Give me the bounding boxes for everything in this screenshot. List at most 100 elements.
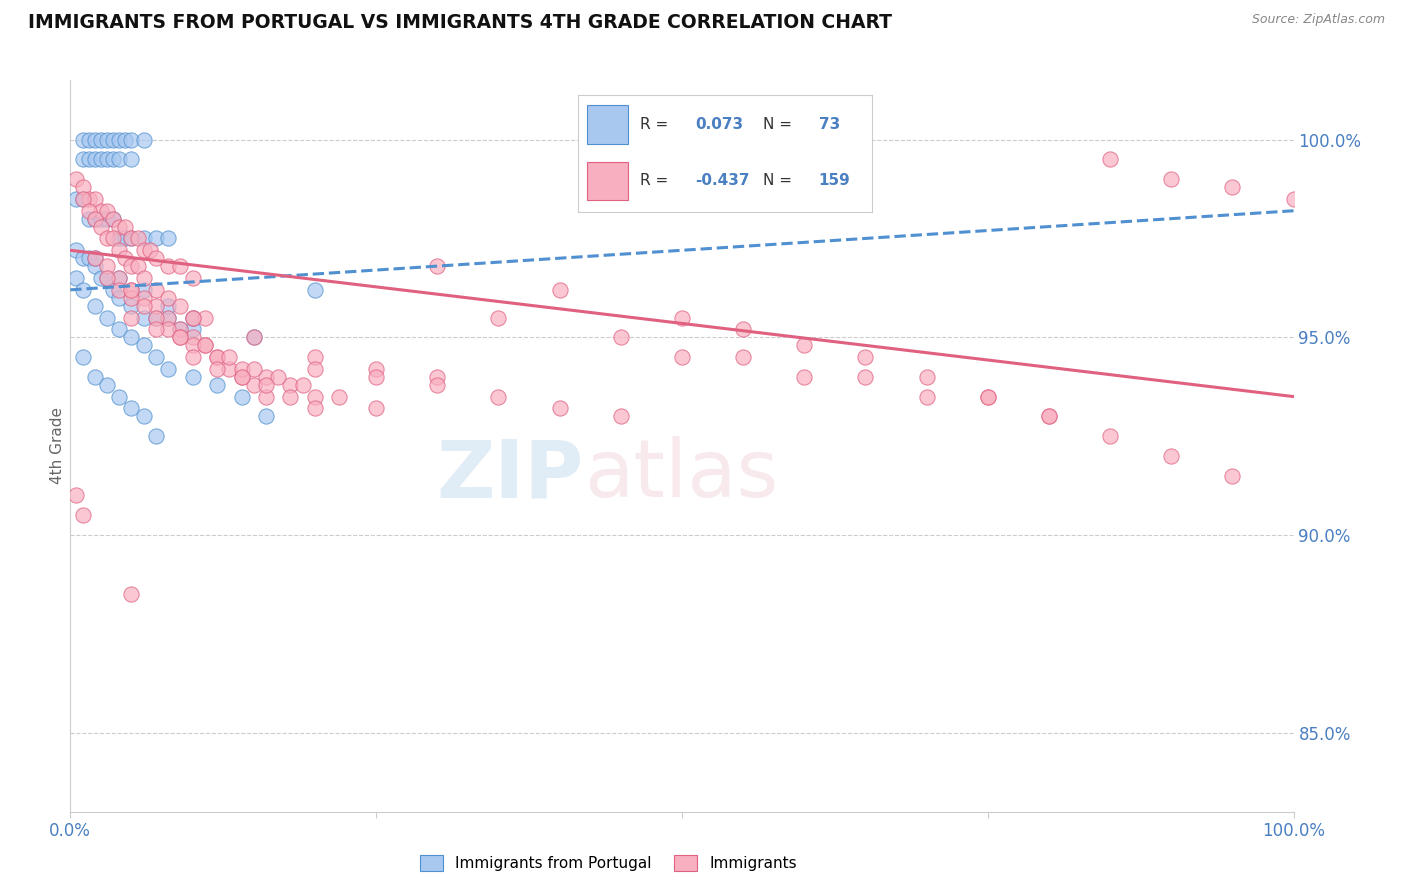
Point	[121, 291, 143, 305]
Point	[205, 350, 228, 364]
Point	[181, 369, 204, 384]
Point	[548, 283, 571, 297]
Point	[121, 231, 143, 245]
Point	[181, 350, 204, 364]
Point	[90, 219, 112, 234]
Point	[90, 203, 112, 218]
Point	[101, 283, 124, 297]
Point	[72, 132, 94, 146]
Point	[108, 390, 131, 404]
Point	[83, 251, 105, 265]
Point	[426, 377, 449, 392]
Point	[121, 401, 143, 416]
Point	[121, 132, 143, 146]
Point	[96, 310, 118, 325]
Point	[108, 283, 131, 297]
Point	[132, 283, 155, 297]
Point	[157, 299, 180, 313]
Point	[72, 153, 94, 167]
Point	[304, 401, 326, 416]
Point	[915, 369, 938, 384]
Text: ZIP: ZIP	[437, 436, 583, 515]
Point	[96, 132, 118, 146]
FancyBboxPatch shape	[586, 161, 628, 200]
Point	[157, 362, 180, 376]
Point	[127, 259, 149, 273]
Point	[157, 310, 180, 325]
FancyBboxPatch shape	[586, 105, 628, 145]
Point	[231, 369, 253, 384]
Point	[132, 291, 155, 305]
Point	[145, 429, 167, 443]
Point	[254, 409, 277, 424]
Point	[254, 369, 277, 384]
Text: atlas: atlas	[583, 436, 779, 515]
Point	[610, 330, 633, 344]
Point	[101, 211, 124, 226]
Point	[977, 390, 1000, 404]
Point	[205, 362, 228, 376]
Point	[77, 192, 100, 206]
Point	[96, 231, 118, 245]
Point	[90, 211, 112, 226]
Point	[243, 377, 266, 392]
Point	[157, 310, 180, 325]
Point	[194, 310, 217, 325]
Point	[1160, 449, 1182, 463]
Point	[366, 401, 388, 416]
Point	[426, 369, 449, 384]
Point	[157, 322, 180, 336]
Point	[108, 231, 131, 245]
Point	[267, 369, 290, 384]
Point	[671, 350, 693, 364]
Point	[96, 377, 118, 392]
Point	[1099, 429, 1122, 443]
Point	[83, 153, 105, 167]
Point	[101, 153, 124, 167]
Text: 73: 73	[818, 117, 839, 132]
Point	[108, 322, 131, 336]
Point	[83, 251, 105, 265]
Point	[132, 244, 155, 258]
Point	[96, 153, 118, 167]
Point	[132, 310, 155, 325]
Point	[96, 271, 118, 285]
Point	[121, 283, 143, 297]
Point	[101, 132, 124, 146]
Point	[977, 390, 1000, 404]
Point	[108, 132, 131, 146]
Point	[366, 362, 388, 376]
Point	[145, 283, 167, 297]
Point	[72, 283, 94, 297]
Point	[793, 338, 815, 352]
Legend: Immigrants from Portugal, Immigrants: Immigrants from Portugal, Immigrants	[413, 849, 803, 877]
Point	[488, 390, 510, 404]
Point	[132, 231, 155, 245]
Point	[121, 153, 143, 167]
Point	[121, 330, 143, 344]
Point	[366, 369, 388, 384]
Point	[181, 310, 204, 325]
Point	[114, 251, 136, 265]
Point	[83, 369, 105, 384]
Point	[231, 362, 253, 376]
Point	[83, 259, 105, 273]
Point	[218, 350, 240, 364]
Point	[1038, 409, 1060, 424]
Point	[65, 488, 87, 502]
Point	[671, 310, 693, 325]
Point	[108, 271, 131, 285]
Point	[145, 251, 167, 265]
Point	[77, 203, 100, 218]
Text: N =: N =	[763, 173, 792, 188]
Point	[108, 219, 131, 234]
Point	[231, 369, 253, 384]
Point	[254, 390, 277, 404]
Point	[72, 192, 94, 206]
Point	[72, 192, 94, 206]
Point	[304, 390, 326, 404]
Point	[96, 211, 118, 226]
Point	[132, 271, 155, 285]
Point	[855, 350, 877, 364]
Point	[83, 211, 105, 226]
